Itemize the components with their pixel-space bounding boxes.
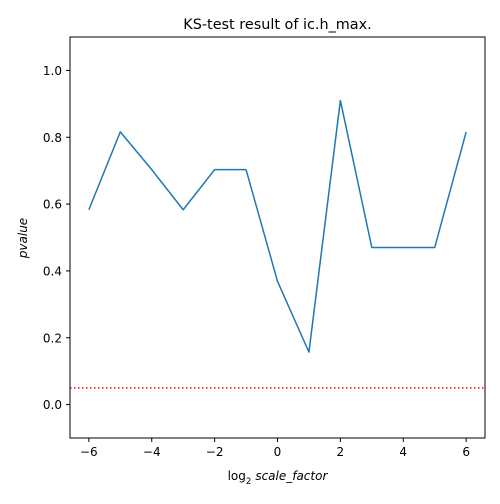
y-axis-label: pvalue [16, 218, 30, 259]
x-axis-label-subscript: 2 [246, 477, 251, 487]
y-tick-label: 0.6 [43, 198, 62, 212]
x-tick-label: −6 [80, 445, 98, 459]
y-tick-label: 0.2 [43, 331, 62, 345]
y-tick-label: 0.4 [43, 264, 62, 278]
x-tick-label: 4 [399, 445, 407, 459]
x-axis-label-variable: scale_factor [255, 469, 328, 483]
y-tick-label: 0.8 [43, 131, 62, 145]
x-tick-label: −4 [143, 445, 161, 459]
x-tick-label: 0 [274, 445, 282, 459]
y-tick-label: 1.0 [43, 64, 62, 78]
x-tick-label: 6 [462, 445, 470, 459]
y-tick-label: 0.0 [43, 398, 62, 412]
x-axis-label-prefix: log [228, 469, 246, 483]
chart-title: KS-test result of ic.h_max. [183, 17, 371, 33]
x-tick-label: 2 [337, 445, 345, 459]
x-tick-label: −2 [206, 445, 224, 459]
